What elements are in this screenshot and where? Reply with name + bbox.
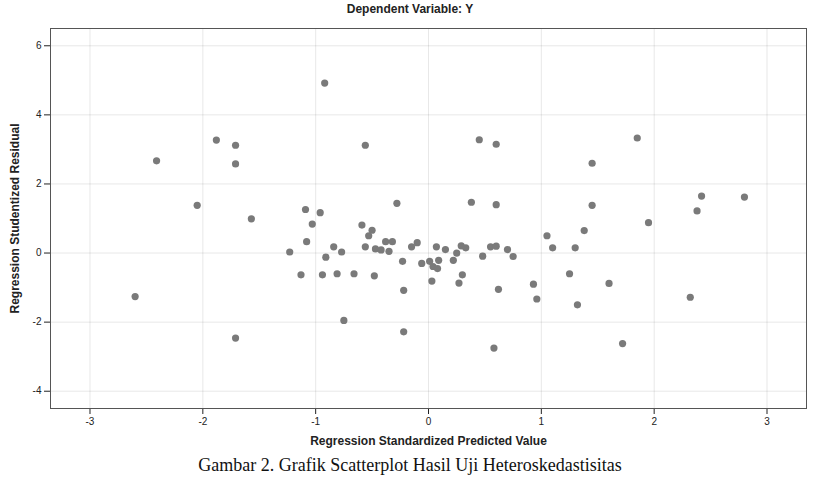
svg-text:Regression Studentized Residua: Regression Studentized Residual (8, 123, 22, 313)
svg-text:-2: -2 (33, 316, 42, 327)
svg-text:1: 1 (539, 416, 545, 427)
svg-text:-3: -3 (86, 416, 95, 427)
svg-text:0: 0 (36, 247, 42, 258)
svg-text:Regression Standardized Predic: Regression Standardized Predicted Value (310, 434, 547, 448)
svg-text:2: 2 (651, 416, 657, 427)
svg-text:2: 2 (36, 178, 42, 189)
svg-text:4: 4 (36, 109, 42, 120)
html-text:Gambar 2. Grafik Scatterplot H: Gambar 2. Grafik Scatterplot Hasil Uji H… (198, 455, 622, 475)
svg-text:-4: -4 (33, 385, 42, 396)
svg-text:3: 3 (764, 416, 770, 427)
svg-text:6: 6 (36, 40, 42, 51)
svg-text:0: 0 (426, 416, 432, 427)
html-text:Dependent Variable: Y: Dependent Variable: Y (346, 2, 474, 16)
svg-text:-2: -2 (198, 416, 207, 427)
svg-text:-1: -1 (311, 416, 320, 427)
